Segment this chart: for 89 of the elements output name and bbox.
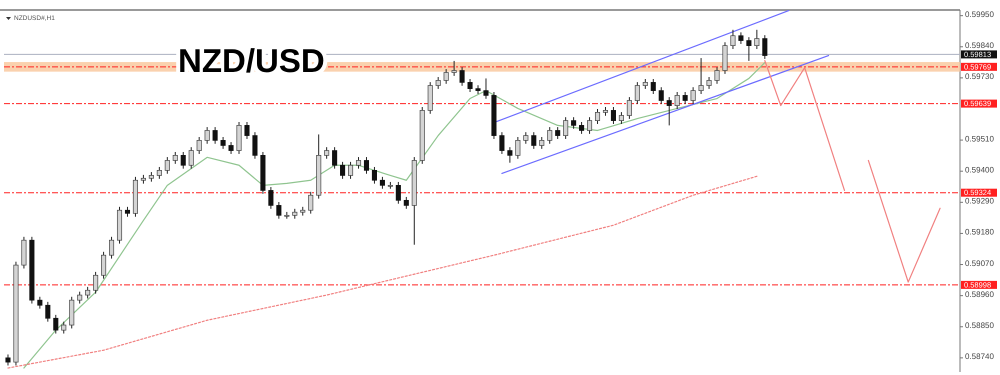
candlestick: [436, 76, 441, 90]
candlestick: [674, 92, 680, 110]
candlestick: [690, 86, 696, 104]
candlestick: [156, 166, 162, 180]
candlestick: [124, 206, 130, 218]
candlestick: [332, 146, 338, 170]
y-tick-label: 0.59510: [965, 134, 994, 144]
candlestick: [164, 156, 170, 174]
candlestick: [650, 78, 656, 94]
candlestick: [460, 66, 465, 86]
y-tick-label: 0.59180: [965, 228, 994, 237]
candlestick: [626, 96, 632, 120]
candlestick: [61, 321, 66, 334]
candlestick: [483, 78, 489, 100]
candlestick: [148, 172, 154, 182]
candlestick: [204, 126, 210, 144]
candlestick: [37, 296, 42, 310]
candlestick: [579, 121, 584, 134]
candlestick: [746, 36, 752, 62]
candlestick: [698, 58, 704, 94]
candlestick: [109, 236, 114, 260]
candlestick: [101, 251, 106, 280]
candlestick: [188, 146, 194, 170]
candlestick: [571, 116, 576, 130]
candlestick: [348, 161, 354, 180]
candlestick: [220, 136, 226, 150]
candlestick: [93, 271, 98, 294]
candlestick: [730, 29, 736, 50]
candlestick: [196, 136, 202, 154]
candlestick: [77, 291, 82, 304]
line-series: [764, 60, 846, 192]
y-tick-label: 0.59730: [965, 72, 994, 82]
y-tick-label: 0.59400: [965, 166, 994, 175]
candlestick: [180, 151, 186, 170]
candlestick: [340, 161, 346, 180]
candlestick: [642, 78, 648, 90]
candlestick: [396, 181, 401, 204]
candlestick: [228, 142, 234, 154]
candlestick: [738, 32, 744, 44]
candlestick: [53, 314, 58, 334]
y-tick-label: 0.59290: [965, 196, 994, 206]
candlestick: [404, 196, 409, 210]
candlestick: [268, 186, 274, 210]
candlestick: [5, 354, 11, 366]
candlestick: [507, 146, 512, 164]
candlestick: [634, 82, 640, 104]
candlestick: [531, 132, 536, 150]
candlestick: [587, 116, 592, 134]
candlestick: [364, 156, 370, 174]
line-series: [7, 176, 758, 369]
y-tick-label: 0.59840: [965, 41, 994, 50]
candlestick: [610, 106, 616, 124]
candlestick: [212, 126, 218, 144]
y-tick-label: 0.58740: [965, 352, 994, 362]
candlestick: [555, 126, 560, 140]
candlestick: [452, 60, 457, 76]
candlestick: [244, 121, 250, 140]
candlestick: [523, 132, 528, 144]
candlestick: [292, 208, 298, 220]
y-tick-label: 0.58850: [965, 321, 994, 330]
candlestick: [372, 166, 377, 184]
candlestick: [499, 132, 504, 154]
candlestick: [468, 78, 473, 93]
candlestick: [539, 136, 544, 150]
candlestick: [594, 108, 600, 124]
candlestick: [682, 92, 688, 104]
y-tick-label: 0.59950: [965, 10, 994, 19]
candlestick: [380, 176, 385, 190]
candlestick: [45, 301, 50, 322]
candlestick: [308, 191, 314, 214]
candlestick: [666, 96, 672, 126]
candlestick: [618, 112, 624, 124]
candlestick: [172, 151, 178, 164]
candlestick: [547, 126, 552, 144]
candlestick: [444, 68, 449, 84]
candlestick: [324, 146, 330, 160]
candlestick: [754, 29, 760, 50]
candlestick: [515, 136, 520, 160]
candlestick: [356, 156, 362, 170]
candlestick: [714, 66, 720, 84]
candlestick: [85, 286, 90, 299]
candlestick: [563, 116, 568, 140]
y-tick-label: 0.59070: [965, 258, 994, 268]
candlestick: [706, 76, 712, 90]
candlestick: [252, 132, 258, 160]
candlestick: [658, 86, 664, 104]
y-tick-label: 0.58960: [965, 290, 994, 299]
candlestick: [276, 202, 282, 220]
candlestick: [762, 34, 768, 60]
